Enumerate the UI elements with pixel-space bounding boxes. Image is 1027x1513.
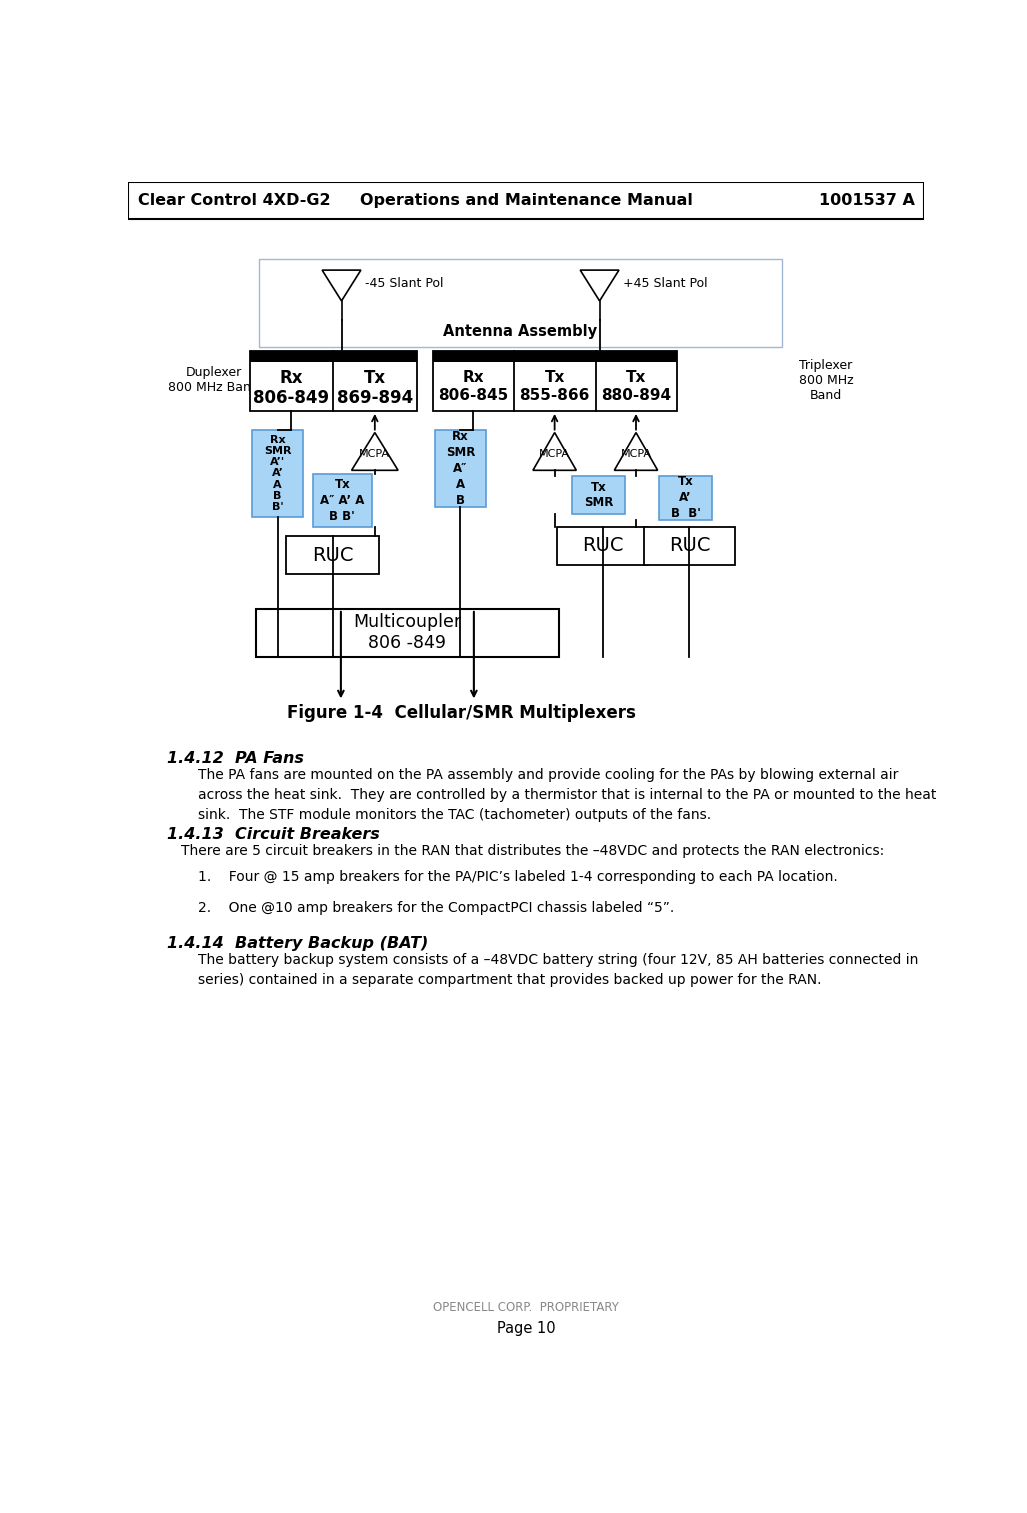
Text: Rx
SMR
A’'
A’
A
B
B': Rx SMR A’' A’ A B B': [264, 434, 292, 511]
Bar: [287, 536, 379, 575]
Bar: [313, 474, 372, 527]
Text: Figure 1-4  Cellular/SMR Multiplexers: Figure 1-4 Cellular/SMR Multiplexers: [288, 704, 636, 722]
Text: Multicoupler
806 -849: Multicoupler 806 -849: [353, 613, 461, 652]
Text: 1001537 A: 1001537 A: [820, 192, 915, 207]
Text: Rx
SMR
A″
A
B: Rx SMR A″ A B: [446, 430, 476, 507]
Text: Antenna Assembly: Antenna Assembly: [443, 324, 597, 339]
Bar: [433, 351, 677, 362]
Text: Rx
806-849: Rx 806-849: [253, 369, 330, 407]
Bar: [257, 608, 559, 657]
Bar: [644, 527, 735, 564]
Text: Tx
855-866: Tx 855-866: [520, 371, 589, 402]
Text: RUC: RUC: [582, 536, 623, 555]
Text: 1.4.13  Circuit Breakers: 1.4.13 Circuit Breakers: [167, 826, 380, 841]
Bar: [250, 351, 417, 362]
Text: The PA fans are mounted on the PA assembly and provide cooling for the PAs by bl: The PA fans are mounted on the PA assemb…: [198, 769, 937, 823]
Bar: [435, 430, 486, 507]
Text: RUC: RUC: [312, 546, 353, 564]
Bar: [433, 351, 677, 412]
Bar: [253, 430, 303, 516]
Text: +45 Slant Pol: +45 Slant Pol: [622, 277, 708, 290]
Text: Page 10: Page 10: [497, 1321, 556, 1336]
Text: 1.4.14  Battery Backup (BAT): 1.4.14 Battery Backup (BAT): [167, 937, 428, 952]
Text: 1.    Four @ 15 amp breakers for the PA/PIC’s labeled 1-4 corresponding to each : 1. Four @ 15 amp breakers for the PA/PIC…: [198, 870, 838, 884]
Bar: [250, 351, 417, 412]
Bar: [128, 182, 924, 218]
Text: MCPA: MCPA: [359, 449, 390, 458]
Bar: [572, 475, 625, 514]
Bar: [557, 527, 648, 564]
Text: 2.    One @10 amp breakers for the CompactPCI chassis labeled “5”.: 2. One @10 amp breakers for the CompactP…: [198, 900, 675, 915]
Text: There are 5 circuit breakers in the RAN that distributes the –48VDC and protects: There are 5 circuit breakers in the RAN …: [181, 844, 884, 858]
Text: MCPA: MCPA: [620, 449, 651, 458]
Text: Tx
A’
B  B': Tx A’ B B': [671, 475, 700, 520]
Bar: [259, 259, 782, 346]
Text: Tx
869-894: Tx 869-894: [337, 369, 413, 407]
Bar: [659, 475, 712, 519]
Text: Rx
806-845: Rx 806-845: [439, 371, 508, 402]
Text: OPENCELL CORP.  PROPRIETARY: OPENCELL CORP. PROPRIETARY: [433, 1301, 619, 1313]
Text: Operations and Maintenance Manual: Operations and Maintenance Manual: [359, 192, 692, 207]
Text: Duplexer
800 MHz Band: Duplexer 800 MHz Band: [168, 366, 259, 395]
Text: The battery backup system consists of a –48VDC battery string (four 12V, 85 AH b: The battery backup system consists of a …: [198, 953, 918, 986]
Text: MCPA: MCPA: [539, 449, 570, 458]
Text: Tx
A″ A’ A
B B': Tx A″ A’ A B B': [320, 478, 365, 523]
Text: Tx
880-894: Tx 880-894: [601, 371, 671, 402]
Text: RUC: RUC: [669, 536, 711, 555]
Text: 1.4.12  PA Fans: 1.4.12 PA Fans: [167, 752, 304, 767]
Text: -45 Slant Pol: -45 Slant Pol: [365, 277, 444, 290]
Text: Clear Control 4XD-G2: Clear Control 4XD-G2: [138, 192, 331, 207]
Text: Tx
SMR: Tx SMR: [584, 481, 613, 508]
Text: Triplexer
800 MHz
Band: Triplexer 800 MHz Band: [799, 359, 853, 402]
